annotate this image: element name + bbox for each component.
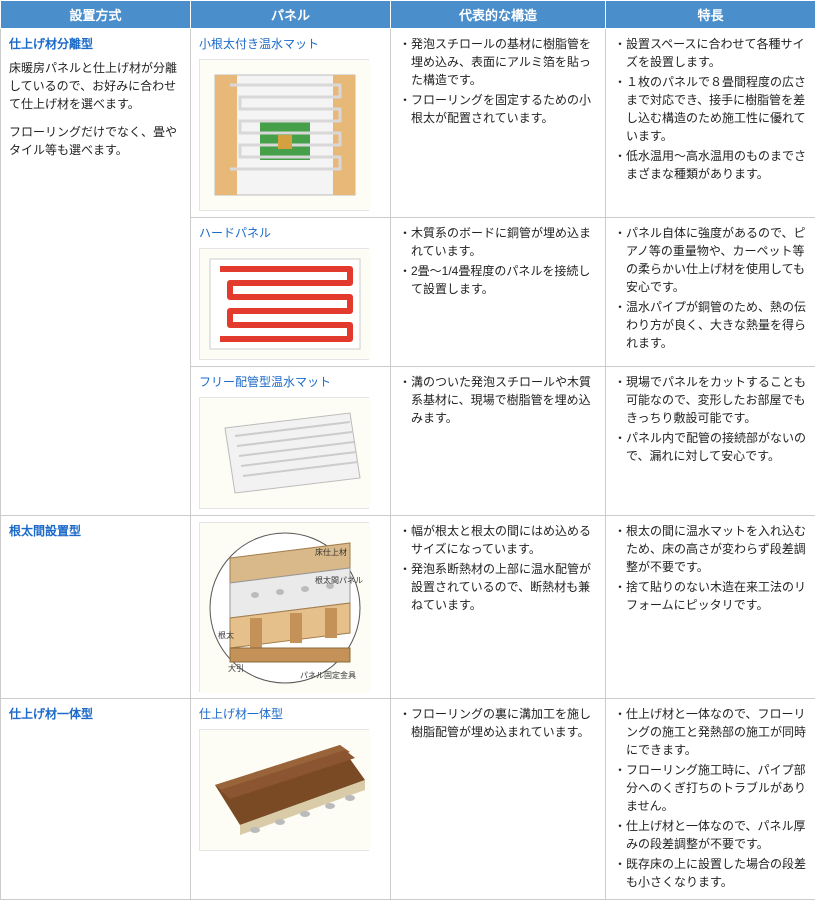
feature-item: 仕上げ材と一体なので、フローリングの施工と発熱部の施工が同時にできます。 xyxy=(614,705,807,759)
feature-item: 現場でパネルをカットすることも可能なので、変形したお部屋でもきっちり敷設可能です… xyxy=(614,373,807,427)
feature-cell: パネル自体に強度があるので、ピアノ等の重量物や、カーペット等の柔らかい仕上げ材を… xyxy=(606,218,815,367)
panel-image-konedabuki xyxy=(199,59,369,211)
method-title: 仕上げ材一体型 xyxy=(9,705,182,723)
structure-item: 発泡スチロールの基材に樹脂管を埋め込み、表面にアルミ箔を貼った構造です。 xyxy=(399,35,597,89)
col-header-method: 設置方式 xyxy=(1,1,191,29)
panel-image-freepipe xyxy=(199,397,369,509)
panel-cell: 小根太付き温水マット xyxy=(191,29,391,218)
col-header-structure: 代表的な構造 xyxy=(391,1,606,29)
method-body: フローリングだけでなく、畳やタイル等も選べます。 xyxy=(9,123,182,159)
panel-cell: フリー配管型温水マット xyxy=(191,367,391,516)
structure-cell: 幅が根太と根太の間にはめ込めるサイズになっています。 発泡系断熱材の上部に温水配… xyxy=(391,516,606,699)
structure-cell: 溝のついた発泡スチロールや木質系基材に、現場で樹脂管を埋め込みます。 xyxy=(391,367,606,516)
feature-item: パネル内で配管の接続部がないので、漏れに対して安心です。 xyxy=(614,429,807,465)
feature-cell: 設置スペースに合わせて各種サイズを設置します。 １枚のパネルで８畳間程度の広さま… xyxy=(606,29,815,218)
img-label-neda: 根太 xyxy=(218,630,234,640)
feature-cell: 現場でパネルをカットすることも可能なので、変形したお部屋でもきっちり敷設可能です… xyxy=(606,367,815,516)
panel-title: ハードパネル xyxy=(199,224,382,242)
structure-cell: フローリングの裏に溝加工を施し樹脂配管が埋め込まれています。 xyxy=(391,699,606,900)
structure-item: 溝のついた発泡スチロールや木質系基材に、現場で樹脂管を埋め込みます。 xyxy=(399,373,597,427)
feature-item: 既存床の上に設置した場合の段差も小さくなります。 xyxy=(614,855,807,891)
structure-cell: 発泡スチロールの基材に樹脂管を埋め込み、表面にアルミ箔を貼った構造です。 フロー… xyxy=(391,29,606,218)
structure-item: フローリングの裏に溝加工を施し樹脂配管が埋め込まれています。 xyxy=(399,705,597,741)
panel-cell: ハードパネル xyxy=(191,218,391,367)
feature-item: 根太の間に温水マットを入れ込むため、床の高さが変わらず段差調整が不要です。 xyxy=(614,522,807,576)
feature-item: 設置スペースに合わせて各種サイズを設置します。 xyxy=(614,35,807,71)
panel-title: 小根太付き温水マット xyxy=(199,35,382,53)
panel-image-hardpanel xyxy=(199,248,369,360)
method-title: 仕上げ材分離型 xyxy=(9,35,182,53)
panel-image-nedama: 床仕上材 根太間パネル 根太 大引 パネル固定金具 xyxy=(199,522,369,692)
method-cell-nedama: 根太間設置型 xyxy=(1,516,191,699)
panel-cell: 仕上げ材一体型 xyxy=(191,699,391,900)
feature-cell: 仕上げ材と一体なので、フローリングの施工と発熱部の施工が同時にできます。 フロー… xyxy=(606,699,815,900)
structure-item: 幅が根太と根太の間にはめ込めるサイズになっています。 xyxy=(399,522,597,558)
floor-heating-table: 設置方式 パネル 代表的な構造 特長 仕上げ材分離型 床暖房パネルと仕上げ材が分… xyxy=(0,0,815,900)
feature-item: フローリング施工時に、パイプ部分へのくぎ打ちのトラブルがありません。 xyxy=(614,761,807,815)
feature-item: 捨て貼りのない木造在来工法のリフォームにピッタリです。 xyxy=(614,578,807,614)
structure-item: 木質系のボードに銅管が埋め込まれています。 xyxy=(399,224,597,260)
col-header-panel: パネル xyxy=(191,1,391,29)
structure-cell: 木質系のボードに銅管が埋め込まれています。 2畳〜1/4畳程度のパネルを接続して… xyxy=(391,218,606,367)
img-label-bracket: パネル固定金具 xyxy=(300,670,356,680)
feature-item: 仕上げ材と一体なので、パネル厚みの段差調整が不要です。 xyxy=(614,817,807,853)
feature-item: パネル自体に強度があるので、ピアノ等の重量物や、カーペット等の柔らかい仕上げ材を… xyxy=(614,224,807,296)
img-label-beam: 大引 xyxy=(228,663,244,673)
method-cell-ittai: 仕上げ材一体型 xyxy=(1,699,191,900)
feature-item: 低水温用〜高水温用のものまでさまざまな種類があります。 xyxy=(614,147,807,183)
method-body: 床暖房パネルと仕上げ材が分離しているので、お好みに合わせて仕上げ材を選べます。 xyxy=(9,59,182,113)
panel-cell: 床仕上材 根太間パネル 根太 大引 パネル固定金具 xyxy=(191,516,391,699)
table-row: 仕上げ材分離型 床暖房パネルと仕上げ材が分離しているので、お好みに合わせて仕上げ… xyxy=(1,29,815,218)
feature-item: １枚のパネルで８畳間程度の広さまで対応でき、接手に樹脂管を差し込む構造のため施工… xyxy=(614,73,807,145)
structure-item: 発泡系断熱材の上部に温水配管が設置されているので、断熱材も兼ねています。 xyxy=(399,560,597,614)
panel-title: 仕上げ材一体型 xyxy=(199,705,382,723)
panel-title: フリー配管型温水マット xyxy=(199,373,382,391)
img-label-top: 床仕上材 xyxy=(315,547,347,557)
col-header-feature: 特長 xyxy=(606,1,815,29)
feature-item: 温水パイプが銅管のため、熱の伝わり方が良く、大きな熱量を得られます。 xyxy=(614,298,807,352)
method-title: 根太間設置型 xyxy=(9,522,182,540)
panel-image-ittai xyxy=(199,729,369,851)
method-cell-separate: 仕上げ材分離型 床暖房パネルと仕上げ材が分離しているので、お好みに合わせて仕上げ… xyxy=(1,29,191,516)
structure-item: 2畳〜1/4畳程度のパネルを接続して設置します。 xyxy=(399,262,597,298)
feature-cell: 根太の間に温水マットを入れ込むため、床の高さが変わらず段差調整が不要です。 捨て… xyxy=(606,516,815,699)
img-label-mid: 根太間パネル xyxy=(315,575,363,585)
table-row: 根太間設置型 xyxy=(1,516,815,699)
table-row: 仕上げ材一体型 仕上げ材一体型 xyxy=(1,699,815,900)
structure-item: フローリングを固定するための小根太が配置されています。 xyxy=(399,91,597,127)
